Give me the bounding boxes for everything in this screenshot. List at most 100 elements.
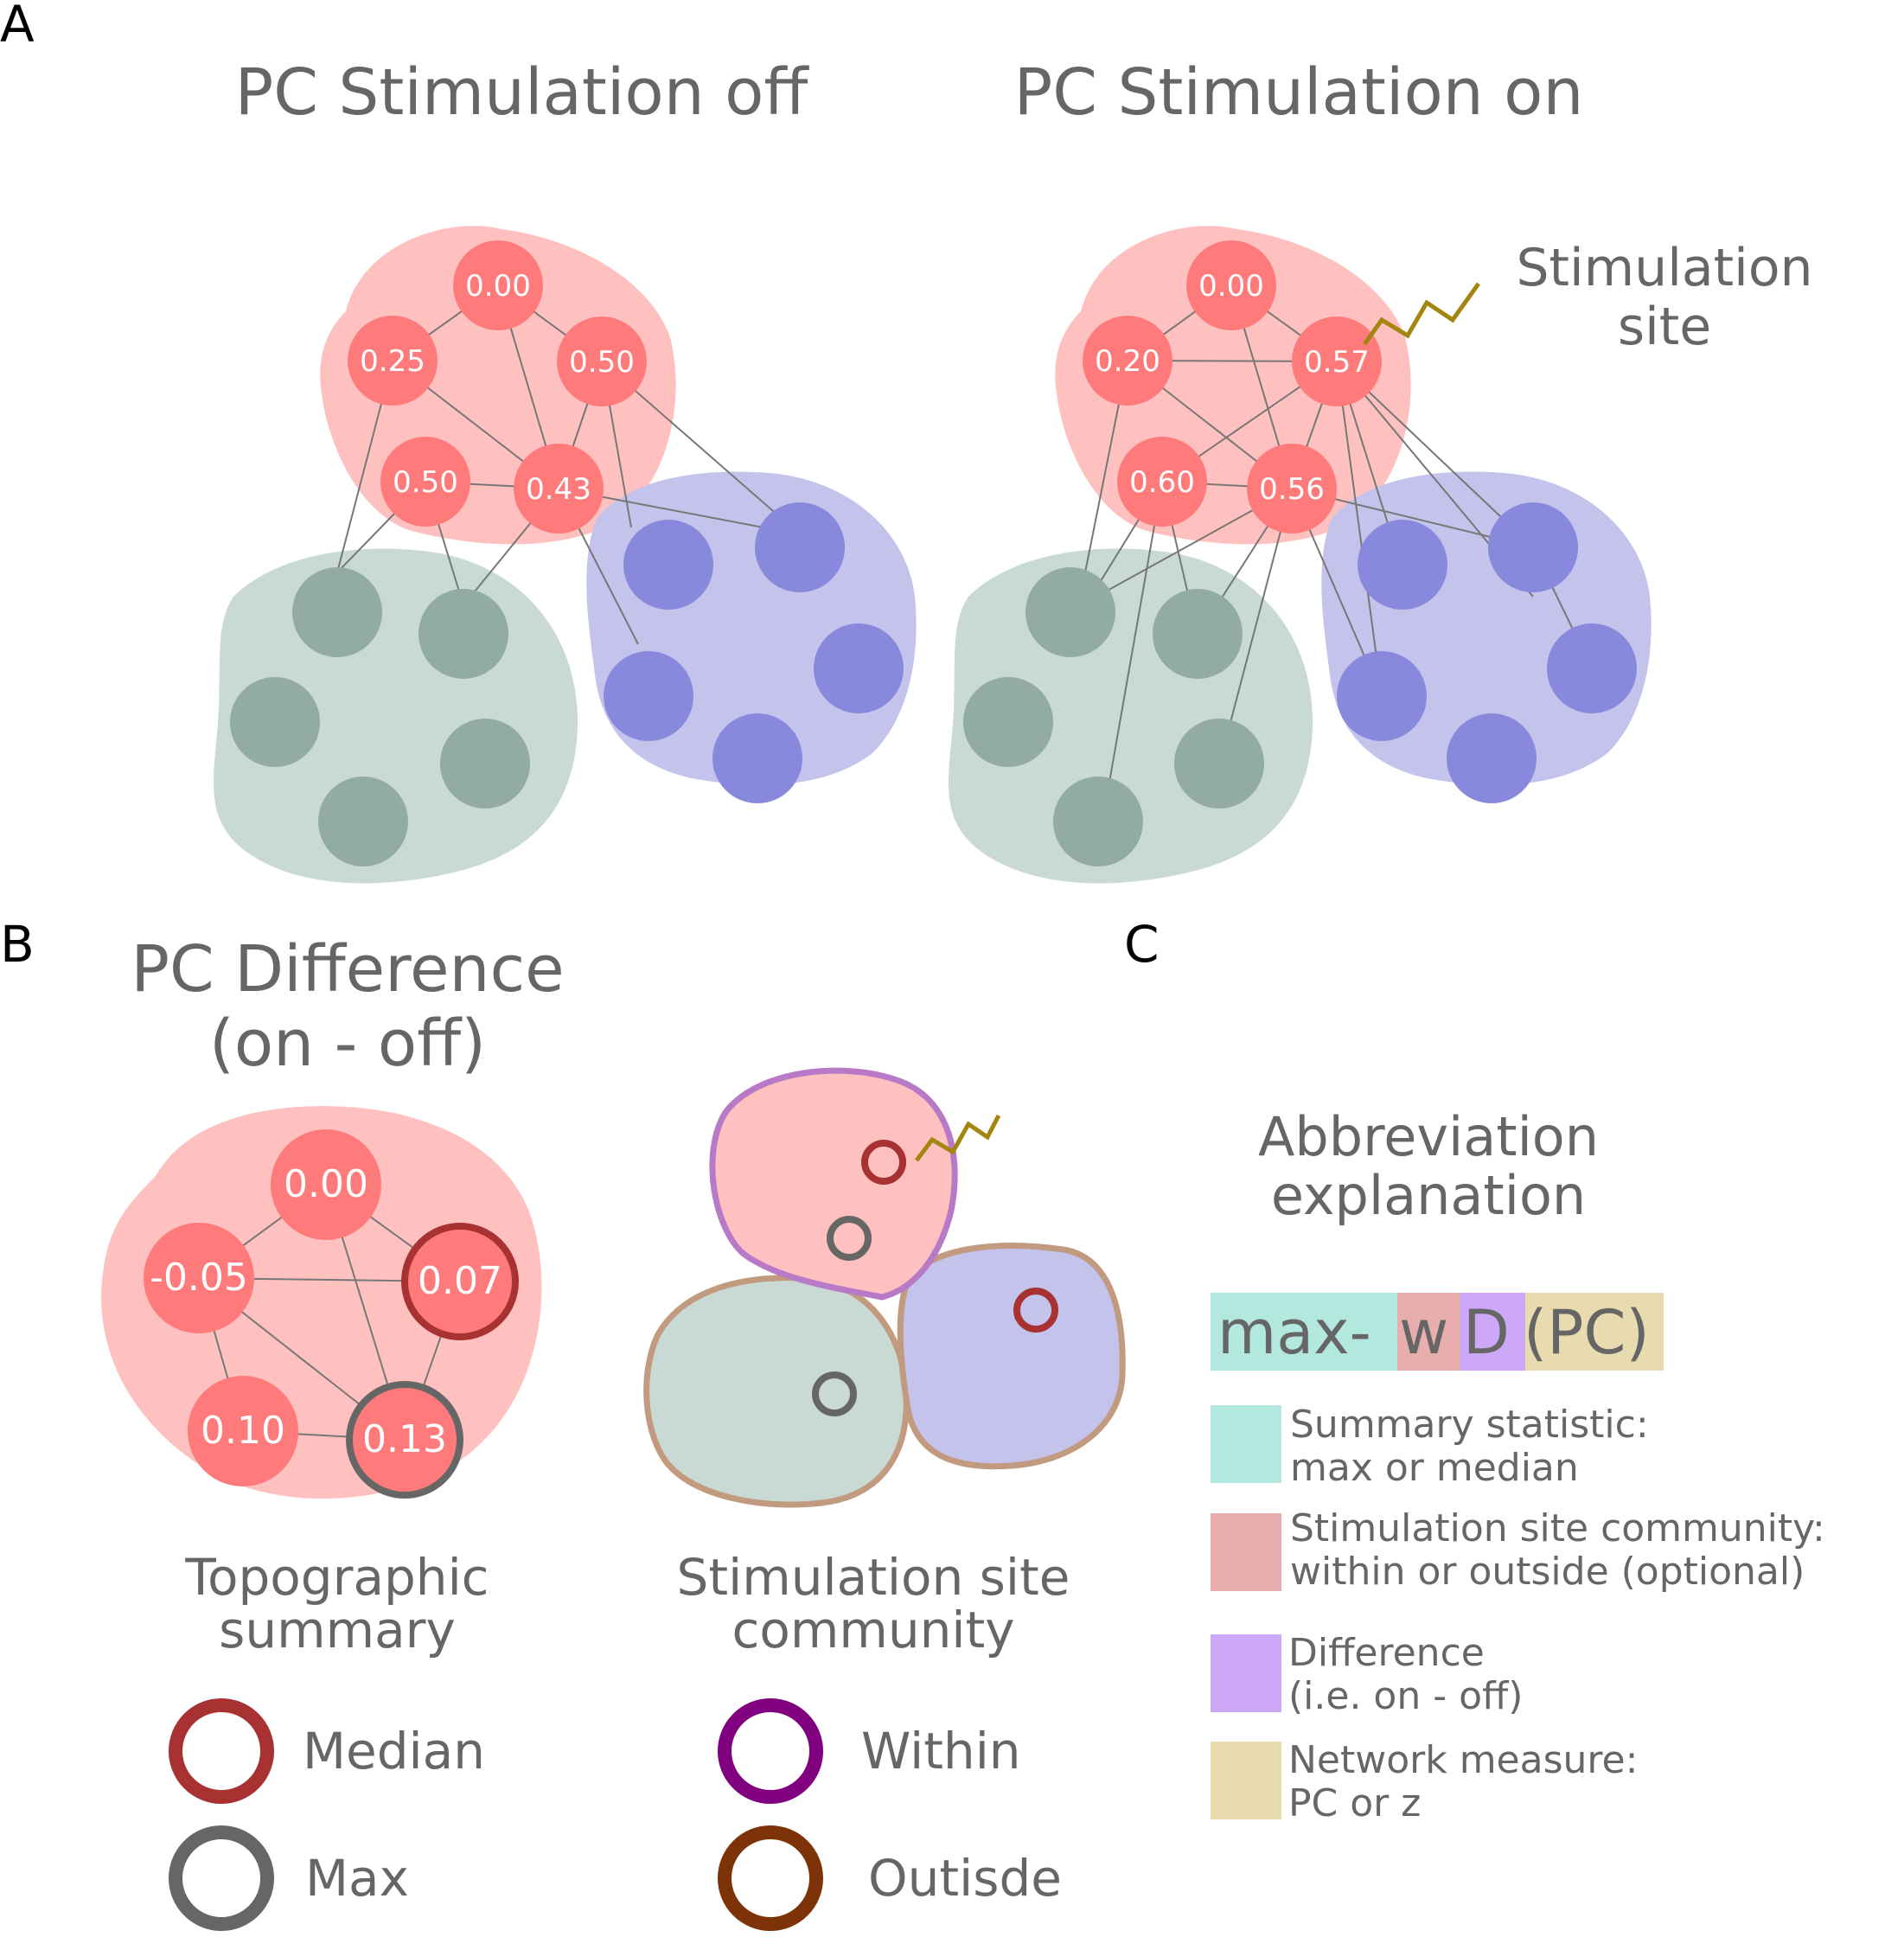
stimulation-zigzag-icon [915, 1114, 1001, 1162]
panel-b-title: (on - off) [209, 1007, 486, 1081]
node-value: 0.43 [526, 472, 591, 507]
node-purple [1488, 502, 1578, 592]
legend-outside-label: Outisde [868, 1849, 1062, 1908]
node-purple [604, 651, 693, 741]
node-purple [712, 713, 802, 803]
node-red: 0.56 [1247, 444, 1337, 534]
site-node-median-outside [1013, 1288, 1058, 1333]
node-red: 0.10 [188, 1376, 298, 1486]
node-red: 0.50 [557, 316, 647, 406]
node-value: -0.05 [150, 1256, 248, 1300]
site-community-label: community [732, 1601, 1014, 1659]
node-value: 0.20 [1095, 344, 1160, 379]
abbreviation-text: Summary statistic: [1290, 1403, 1649, 1447]
node-red: 0.20 [1083, 316, 1172, 406]
node-purple [755, 502, 845, 592]
legend-median-label: Median [303, 1722, 485, 1780]
legend-max-ring-icon [169, 1825, 274, 1931]
formula-difference-bg [1460, 1293, 1525, 1371]
legend-within-label: Within [861, 1722, 1021, 1780]
node-red-median: 0.07 [401, 1223, 519, 1340]
network-on: 0.00 0.20 0.57 0.60 0.56 Stimulation [949, 226, 1813, 884]
topographic-summary-label: Topographic [184, 1548, 489, 1607]
node-value: 0.13 [362, 1417, 447, 1461]
abbreviation-text: Network measure: [1288, 1738, 1638, 1782]
node-green [1053, 777, 1143, 866]
abbreviation-text: Difference [1288, 1631, 1485, 1675]
abbreviation-item-measure: Network measure: PC or z [1211, 1738, 1638, 1825]
node-green [963, 677, 1053, 767]
node-red-max: 0.13 [346, 1381, 463, 1499]
node-red: 0.43 [514, 444, 604, 534]
topographic-summary-label: summary [219, 1601, 456, 1659]
network-difference: 0.00 -0.05 0.07 0.10 0.13 [101, 1106, 542, 1499]
node-value: 0.10 [201, 1409, 285, 1453]
node-value: 0.57 [1304, 345, 1370, 380]
node-red: 0.25 [348, 316, 438, 406]
panel-c-letter: C [1124, 915, 1160, 974]
formula-measure: (PC) [1524, 1297, 1650, 1368]
formula-site-bg [1397, 1293, 1460, 1371]
panel-a-letter: A [0, 0, 35, 54]
edge [1218, 488, 1293, 766]
site-node-median-within [861, 1140, 906, 1185]
legend-outside-ring-icon [718, 1825, 823, 1931]
site-community-schematic [643, 1067, 1126, 1508]
node-value: 0.07 [418, 1259, 502, 1303]
formula-site: w [1399, 1297, 1448, 1368]
node-green [1153, 589, 1243, 679]
edge [1102, 481, 1163, 822]
node-value: 0.00 [1198, 269, 1264, 304]
abbreviation-text: max or median [1290, 1446, 1579, 1490]
node-red-stimulated: 0.57 [1292, 316, 1382, 406]
legend-median-ring-icon [169, 1698, 274, 1804]
node-purple [1547, 623, 1637, 713]
site-node-max-outside [812, 1371, 857, 1416]
node-purple [623, 520, 713, 610]
node-value: 0.60 [1129, 465, 1195, 500]
stimulation-site-label: site [1618, 297, 1711, 357]
community-green-outside [643, 1275, 910, 1508]
node-green [1174, 719, 1264, 809]
edge [1336, 361, 1534, 548]
abbreviation-formula: max- w D (PC) [1211, 1293, 1664, 1371]
panel-b-title: PC Difference [131, 932, 564, 1007]
legend-within-ring-icon [718, 1698, 823, 1804]
node-value: 0.50 [393, 465, 458, 500]
node-green [318, 777, 408, 866]
node-green [440, 719, 530, 809]
node-red: 0.00 [453, 240, 543, 330]
abbreviation-text: within or outside (optional) [1290, 1550, 1805, 1594]
node-red: 0.50 [380, 437, 470, 527]
node-red: 0.00 [271, 1129, 381, 1240]
node-value: 0.00 [284, 1162, 368, 1206]
site-community-label: Stimulation site [677, 1548, 1070, 1607]
abbreviation-item-summary: Summary statistic: max or median [1211, 1403, 1649, 1490]
swatch [1211, 1634, 1281, 1712]
panel-b-letter: B [0, 915, 35, 974]
swatch [1211, 1513, 1281, 1591]
node-green [292, 567, 382, 657]
node-red: 0.60 [1117, 437, 1207, 527]
network-off: 0.00 0.25 0.50 0.50 0.43 [214, 226, 917, 884]
swatch [1211, 1742, 1281, 1819]
abbreviation-list: Summary statistic: max or median Stimula… [1211, 1403, 1825, 1825]
formula-measure-bg [1525, 1293, 1664, 1371]
community-purple-outside [897, 1243, 1126, 1470]
panel-c-title: explanation [1271, 1164, 1586, 1227]
node-green [1025, 567, 1115, 657]
node-value: 0.00 [465, 269, 531, 304]
stimulation-site-label: Stimulation [1516, 238, 1812, 298]
abbreviation-text: (i.e. on - off) [1288, 1674, 1523, 1718]
node-value: 0.25 [360, 344, 425, 379]
panel-a-off-title: PC Stimulation off [235, 55, 810, 130]
formula-summary: max- [1217, 1297, 1371, 1368]
abbreviation-item-site: Stimulation site community: within or ou… [1211, 1506, 1825, 1594]
abbreviation-item-difference: Difference (i.e. on - off) [1211, 1631, 1523, 1718]
swatch [1211, 1405, 1281, 1483]
site-node-max-within [827, 1216, 872, 1261]
node-purple [1358, 520, 1447, 610]
formula-summary-bg [1211, 1293, 1397, 1371]
node-green [230, 677, 320, 767]
